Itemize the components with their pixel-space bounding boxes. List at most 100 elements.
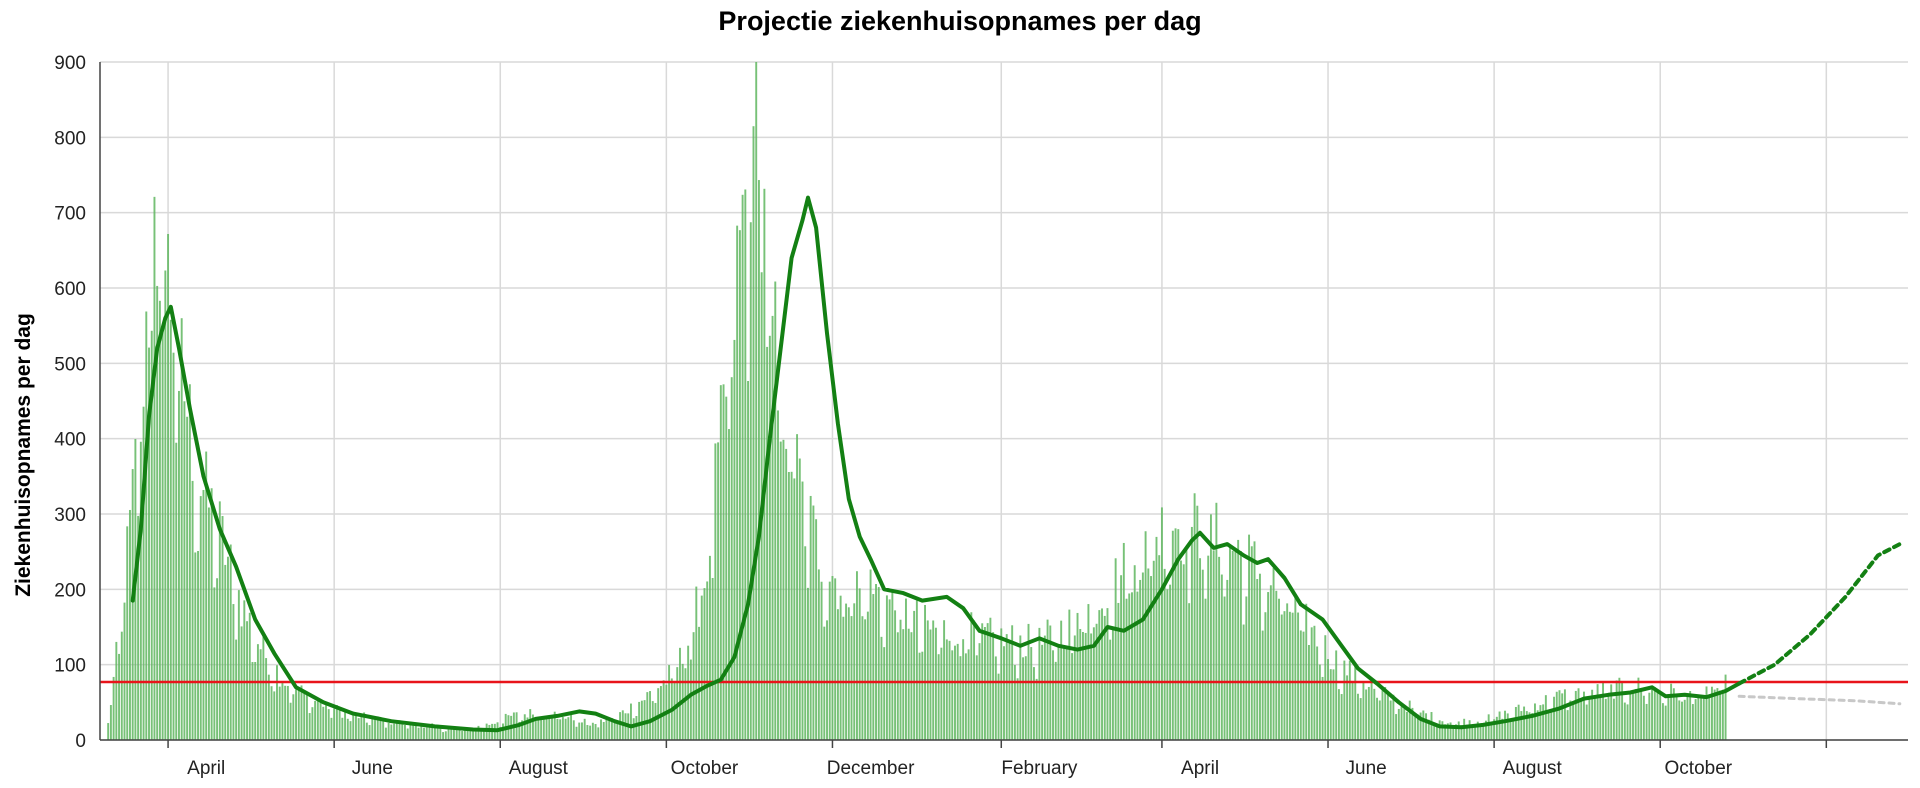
daily-bar <box>1457 721 1460 740</box>
daily-bar <box>1248 534 1251 740</box>
daily-bar <box>1490 722 1493 740</box>
daily-bar <box>1670 683 1673 740</box>
daily-bar <box>1052 650 1054 740</box>
daily-bar <box>1231 550 1234 740</box>
daily-bar <box>330 717 333 740</box>
daily-bar <box>237 590 240 740</box>
daily-bar <box>439 727 442 740</box>
daily-bar <box>545 717 548 740</box>
daily-bar <box>186 416 189 740</box>
daily-bar <box>112 676 115 740</box>
daily-bar <box>463 730 466 740</box>
daily-bar <box>488 724 491 740</box>
daily-bar <box>311 707 314 740</box>
daily-bar <box>951 650 954 740</box>
daily-bar <box>1683 699 1686 740</box>
daily-bar <box>352 712 355 740</box>
daily-bar <box>703 588 706 740</box>
daily-bar <box>335 705 338 740</box>
daily-bar <box>248 612 251 740</box>
daily-bar <box>553 711 556 740</box>
daily-bar <box>1705 686 1708 740</box>
daily-bar <box>191 480 194 740</box>
daily-bar <box>730 377 733 740</box>
daily-bar <box>1642 695 1645 740</box>
daily-bar <box>1234 550 1237 740</box>
y-tick-label: 100 <box>54 656 86 677</box>
daily-bar <box>1574 690 1577 740</box>
daily-bar <box>284 685 287 740</box>
daily-bar <box>319 700 322 740</box>
daily-bar <box>365 722 368 740</box>
daily-bar <box>1324 635 1327 740</box>
daily-bar <box>1327 659 1329 740</box>
daily-bar <box>717 442 720 740</box>
daily-bar <box>354 713 357 740</box>
daily-bar <box>420 726 423 740</box>
daily-bar <box>1531 713 1534 740</box>
daily-bar <box>540 719 543 740</box>
daily-bar <box>1615 680 1618 740</box>
y-tick-label: 400 <box>54 430 86 451</box>
daily-bar <box>630 703 632 740</box>
daily-bar <box>1182 564 1185 740</box>
daily-bar <box>1523 706 1526 740</box>
daily-bar <box>1719 690 1722 740</box>
daily-bar <box>1455 724 1457 740</box>
daily-bar <box>959 656 962 740</box>
daily-bar <box>371 717 374 740</box>
daily-bar <box>1022 657 1025 740</box>
daily-bar <box>1090 633 1093 740</box>
daily-bar <box>1716 688 1719 740</box>
daily-bar <box>1079 628 1082 740</box>
daily-bar <box>1504 710 1506 740</box>
trend-line <box>130 195 1742 733</box>
daily-bar <box>1218 556 1221 740</box>
daily-bar <box>964 653 967 740</box>
daily-bar <box>300 685 303 740</box>
daily-bar <box>899 619 902 740</box>
daily-bar <box>1365 689 1368 740</box>
daily-bar <box>1678 700 1681 740</box>
daily-bar <box>858 588 861 740</box>
daily-bar <box>1604 698 1607 740</box>
daily-bar <box>954 645 956 740</box>
daily-bar <box>376 716 379 740</box>
daily-bar <box>1694 699 1697 740</box>
daily-bar <box>1032 667 1035 740</box>
daily-bar <box>924 604 926 740</box>
daily-bar <box>1653 687 1656 740</box>
daily-bar <box>755 62 758 740</box>
daily-bar <box>932 620 935 740</box>
daily-bar <box>787 472 790 740</box>
daily-bar <box>316 701 319 740</box>
daily-bar <box>537 717 540 740</box>
daily-bar <box>1141 572 1144 740</box>
daily-bar <box>436 724 439 740</box>
daily-bar <box>455 727 458 740</box>
daily-bar <box>1713 689 1716 740</box>
daily-bar <box>1329 669 1332 740</box>
daily-bar <box>1332 669 1335 740</box>
daily-bar <box>1558 690 1561 740</box>
x-tick-label: February <box>1001 758 1078 779</box>
daily-bar <box>1030 647 1033 740</box>
daily-bar <box>725 396 728 740</box>
daily-bar <box>1054 661 1057 740</box>
daily-bar <box>153 196 156 741</box>
daily-bar <box>956 643 959 740</box>
daily-bar <box>1645 703 1648 740</box>
daily-bar <box>836 609 839 740</box>
daily-bar <box>711 577 714 740</box>
daily-bar <box>1427 719 1430 740</box>
daily-bar <box>1348 660 1351 740</box>
daily-bar <box>1122 542 1125 740</box>
daily-bar <box>940 647 943 740</box>
daily-bar <box>1403 704 1406 740</box>
daily-bar <box>888 599 891 740</box>
daily-bar <box>687 645 690 740</box>
daily-bar <box>1038 627 1041 740</box>
daily-bar <box>1258 573 1261 740</box>
daily-bar <box>921 651 924 740</box>
daily-bar <box>1550 712 1553 740</box>
